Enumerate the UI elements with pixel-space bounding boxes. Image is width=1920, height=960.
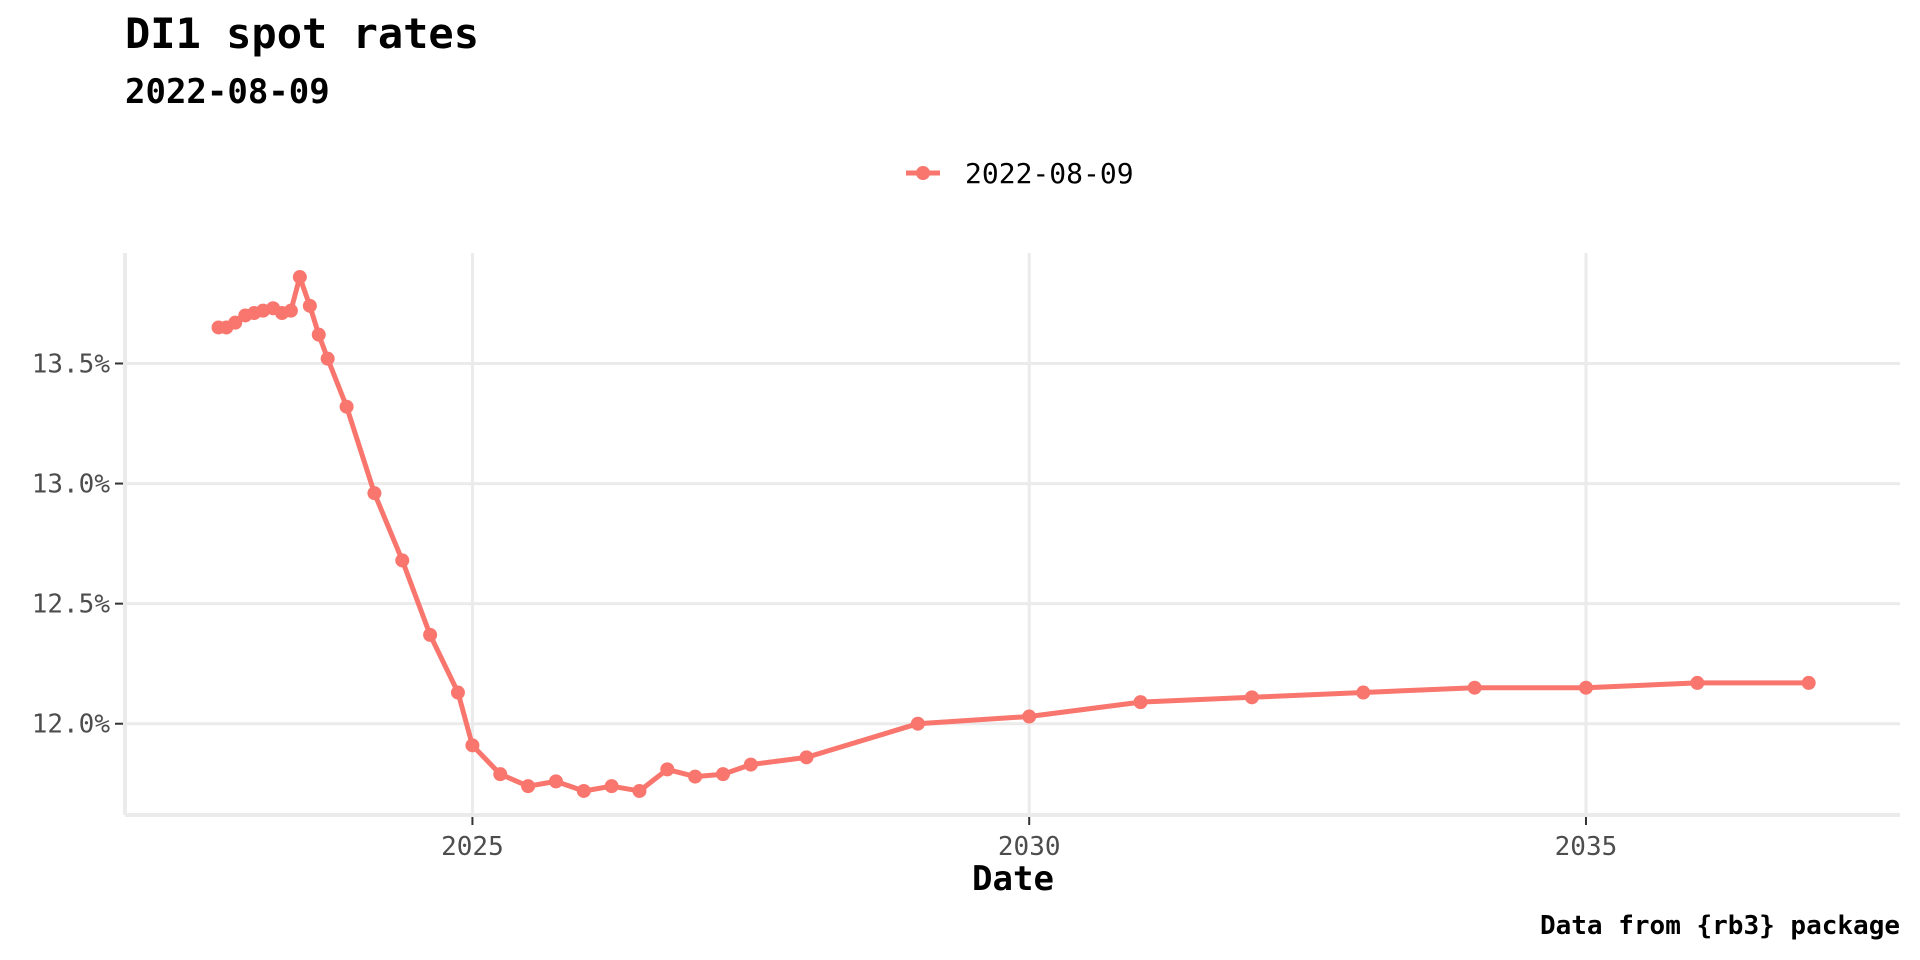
data-point [548, 774, 563, 789]
legend-key-point [916, 166, 930, 180]
x-tick-label-2: 2035 [1555, 832, 1618, 862]
data-point [1467, 680, 1482, 695]
data-point [395, 553, 410, 568]
data-point [1578, 680, 1593, 695]
data-point [339, 399, 354, 414]
data-point [311, 327, 326, 342]
tick-labels: 12.0% 12.5% 13.0% 13.5% 2025 2030 2035 [32, 349, 1618, 862]
y-tick-label-2: 13.0% [32, 470, 111, 500]
data-point [1022, 709, 1037, 724]
y-tick-label-0: 12.0% [32, 710, 111, 740]
series-2022-08-09 [211, 270, 1816, 798]
data-point [688, 769, 703, 784]
data-point [1690, 675, 1705, 690]
x-tick-label-0: 2025 [441, 832, 504, 862]
x-axis-title: Date [972, 859, 1054, 899]
legend-label: 2022-08-09 [965, 157, 1134, 190]
y-tick-label-1: 12.5% [32, 590, 111, 620]
data-point [367, 486, 382, 501]
data-point [1244, 690, 1259, 705]
series-line [218, 274, 1809, 794]
data-point [423, 627, 438, 642]
data-point [1356, 685, 1371, 700]
data-point [743, 757, 758, 772]
chart-subtitle: 2022-08-09 [125, 72, 330, 112]
x-tick-label-1: 2030 [998, 832, 1061, 862]
data-point [283, 303, 298, 318]
data-point [576, 783, 591, 798]
caption: Data from {rb3} package [1540, 911, 1900, 941]
legend: 2022-08-09 [906, 157, 1134, 190]
data-point [715, 767, 730, 782]
data-point [292, 270, 307, 285]
data-point [320, 351, 335, 366]
data-point [604, 779, 619, 794]
data-point [1801, 675, 1816, 690]
data-point [450, 685, 465, 700]
data-point [302, 298, 317, 313]
data-point [799, 750, 814, 765]
data-point [228, 315, 243, 330]
chart-title: DI1 spot rates [125, 9, 479, 58]
y-tick-label-3: 13.5% [32, 349, 111, 379]
axes [115, 253, 1900, 825]
data-point [660, 762, 675, 777]
data-point [521, 779, 536, 794]
data-point [632, 783, 647, 798]
data-point [910, 716, 925, 731]
data-point [493, 767, 508, 782]
data-point [1133, 695, 1148, 710]
data-point [465, 738, 480, 753]
